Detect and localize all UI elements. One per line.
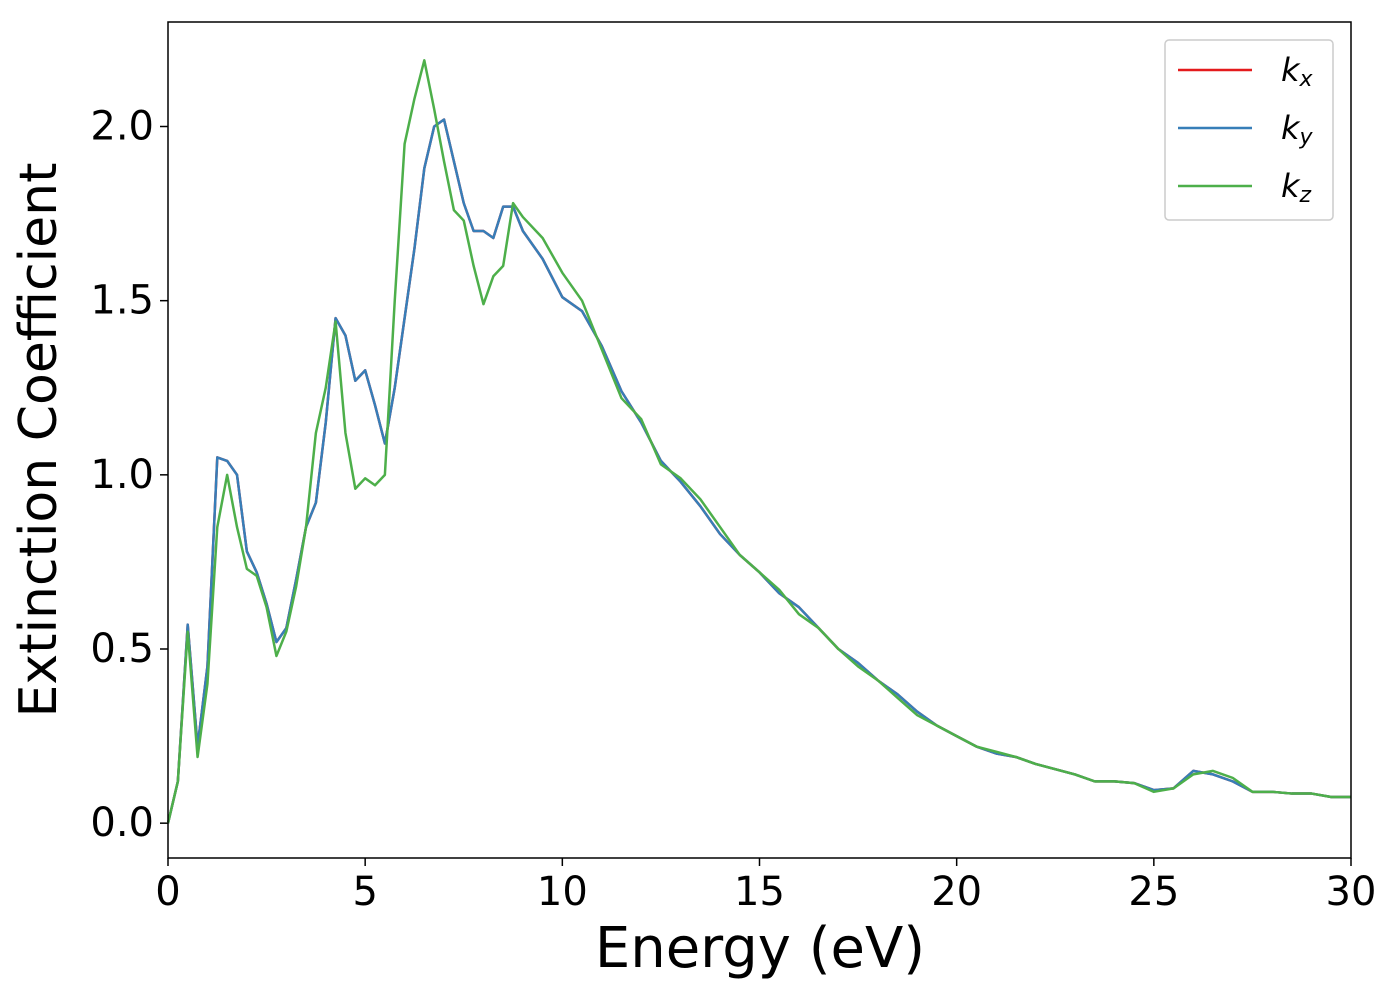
x-tick-label: 20 — [931, 869, 982, 915]
x-tick-label: 25 — [1128, 869, 1179, 915]
y-tick-label: 0.5 — [90, 626, 154, 672]
x-tick-label: 5 — [352, 869, 377, 915]
series-line — [166, 118, 1351, 824]
x-tick-label: 15 — [734, 869, 785, 915]
y-tick-label: 2.0 — [90, 104, 154, 150]
legend-label: ky — [1281, 109, 1314, 150]
x-tick-label: 30 — [1326, 869, 1377, 915]
series-line — [166, 118, 1351, 824]
x-axis-label: Energy (eV) — [595, 916, 925, 981]
legend-label: kz — [1281, 167, 1312, 208]
x-tick-label: 10 — [537, 869, 588, 915]
x-tick-label: 0 — [155, 869, 180, 915]
y-axis-label: Extinction Coefficient — [9, 163, 69, 718]
y-tick-label: 1.5 — [90, 278, 154, 324]
y-tick-label: 1.0 — [90, 452, 154, 498]
y-tick-label: 0.0 — [90, 800, 154, 846]
plot-frame — [167, 21, 1352, 859]
series-line — [166, 59, 1351, 824]
legend-box — [1164, 39, 1334, 221]
legend-label: kx — [1281, 51, 1314, 92]
